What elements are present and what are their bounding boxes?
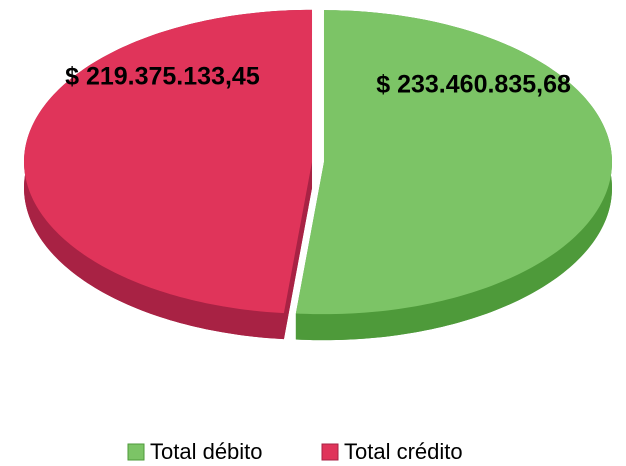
legend-marker — [321, 443, 339, 461]
value-label: $ 233.460.835,68 — [376, 71, 571, 99]
legend-label: Total débito — [150, 439, 263, 464]
legend-label: Total crédito — [344, 439, 463, 464]
slice — [295, 10, 612, 315]
legend-marker — [127, 443, 145, 461]
slice — [24, 9, 313, 314]
slice-side — [283, 161, 313, 340]
value-label: $ 219.375.133,45 — [65, 63, 260, 91]
